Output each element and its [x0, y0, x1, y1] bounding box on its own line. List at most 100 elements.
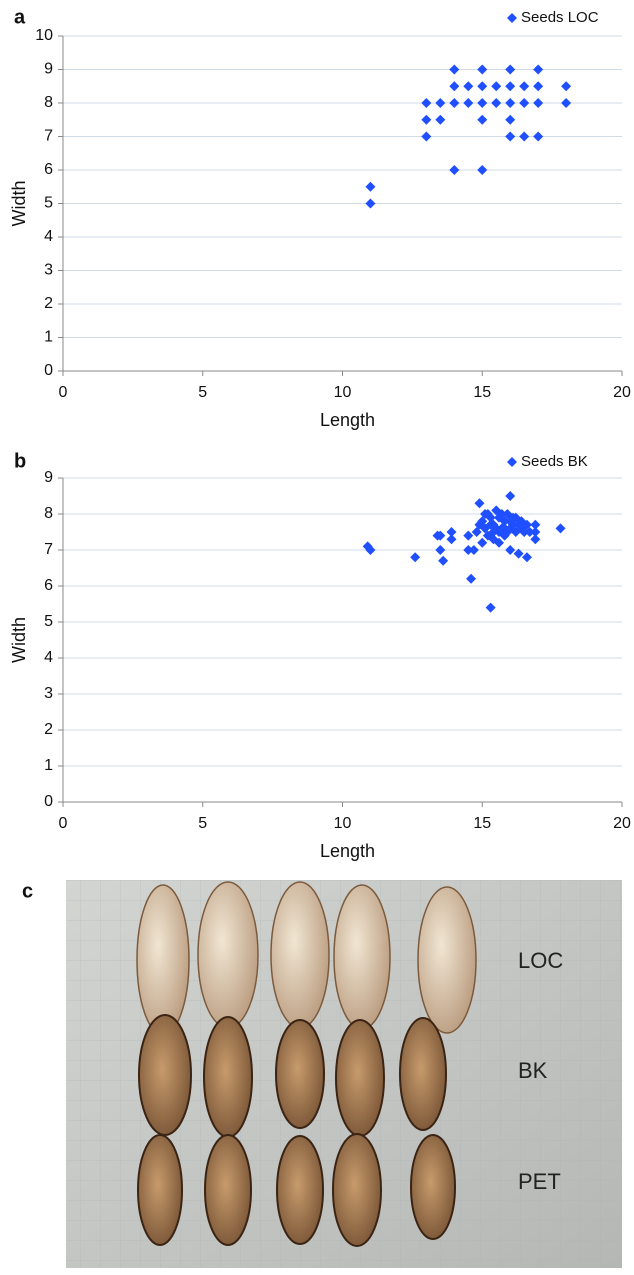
- point: [477, 114, 488, 125]
- x-tick-label: 15: [473, 815, 491, 832]
- y-tick-label: 10: [35, 27, 53, 44]
- y-tick-label: 2: [44, 295, 53, 312]
- y-axis-title: Width: [9, 617, 29, 663]
- y-tick-label: 6: [44, 577, 53, 594]
- point: [421, 98, 432, 108]
- point: [365, 181, 376, 192]
- point: [365, 198, 376, 209]
- point: [477, 81, 488, 92]
- point: [463, 81, 474, 92]
- point: [491, 523, 502, 534]
- panel-label: a: [14, 6, 26, 28]
- point: [435, 545, 446, 555]
- point: [505, 131, 516, 142]
- y-tick-label: 0: [44, 793, 53, 810]
- point: [421, 114, 432, 125]
- point: [561, 98, 572, 108]
- panel-label: c: [22, 880, 33, 902]
- x-axis-title: Length: [320, 841, 375, 861]
- point: [485, 512, 496, 523]
- point: [491, 505, 502, 516]
- y-tick-label: 3: [44, 262, 53, 279]
- point: [513, 548, 524, 559]
- point: [468, 545, 479, 555]
- x-tick-label: 0: [59, 815, 68, 832]
- point: [505, 114, 516, 125]
- point: [530, 527, 541, 537]
- point: [485, 602, 496, 613]
- point: [505, 545, 516, 555]
- point: [365, 545, 376, 555]
- point: [505, 523, 516, 534]
- point: [463, 98, 474, 108]
- point: [561, 81, 572, 92]
- point: [449, 165, 460, 175]
- y-tick-label: 4: [44, 649, 53, 666]
- y-tick-label: 5: [44, 195, 53, 212]
- y-tick-label: 8: [44, 94, 53, 111]
- point: [435, 114, 446, 125]
- point: [533, 131, 544, 142]
- point: [463, 530, 474, 541]
- point: [474, 498, 485, 509]
- point: [533, 98, 544, 108]
- x-tick-label: 15: [473, 384, 491, 401]
- point: [438, 555, 449, 566]
- y-tick-label: 3: [44, 685, 53, 702]
- point: [505, 98, 516, 108]
- point: [519, 98, 530, 108]
- point: [449, 64, 460, 75]
- point: [463, 545, 474, 555]
- photo-label: PET: [518, 1169, 561, 1194]
- x-tick-label: 5: [198, 815, 207, 832]
- point: [505, 81, 516, 92]
- y-axis-title: Width: [9, 180, 29, 226]
- y-tick-label: 7: [44, 541, 53, 558]
- point: [449, 81, 460, 92]
- point: [491, 81, 502, 92]
- y-tick-label: 1: [44, 329, 53, 346]
- point: [530, 519, 541, 530]
- point: [477, 98, 488, 108]
- point: [519, 131, 530, 142]
- point: [521, 552, 532, 563]
- point: [435, 530, 446, 541]
- point: [491, 98, 502, 108]
- point: [533, 64, 544, 75]
- point: [477, 64, 488, 75]
- point: [410, 552, 421, 563]
- point: [513, 519, 524, 530]
- point: [449, 98, 460, 108]
- y-tick-label: 6: [44, 161, 53, 178]
- y-tick-label: 8: [44, 505, 53, 522]
- point: [499, 523, 510, 534]
- x-tick-label: 20: [613, 815, 631, 832]
- point: [477, 537, 488, 548]
- point: [496, 509, 507, 519]
- point: [519, 81, 530, 92]
- panel-label: b: [14, 450, 26, 472]
- legend-label: Seeds LOC: [521, 9, 599, 26]
- point: [477, 165, 488, 175]
- point: [446, 534, 457, 545]
- point: [530, 534, 541, 545]
- y-tick-label: 0: [44, 362, 53, 379]
- point: [524, 527, 535, 537]
- point: [533, 81, 544, 92]
- x-axis-title: Length: [320, 410, 375, 430]
- point: [502, 509, 513, 519]
- point: [507, 512, 518, 523]
- point: [505, 64, 516, 75]
- x-tick-label: 20: [613, 384, 631, 401]
- photo-label: LOC: [518, 948, 563, 973]
- point: [446, 527, 457, 537]
- x-tick-label: 10: [334, 384, 352, 401]
- point: [505, 491, 516, 501]
- point: [474, 519, 485, 530]
- y-tick-label: 7: [44, 128, 53, 145]
- photo-label: BK: [518, 1058, 548, 1083]
- point: [555, 523, 566, 534]
- x-tick-label: 0: [59, 384, 68, 401]
- x-tick-label: 10: [334, 815, 352, 832]
